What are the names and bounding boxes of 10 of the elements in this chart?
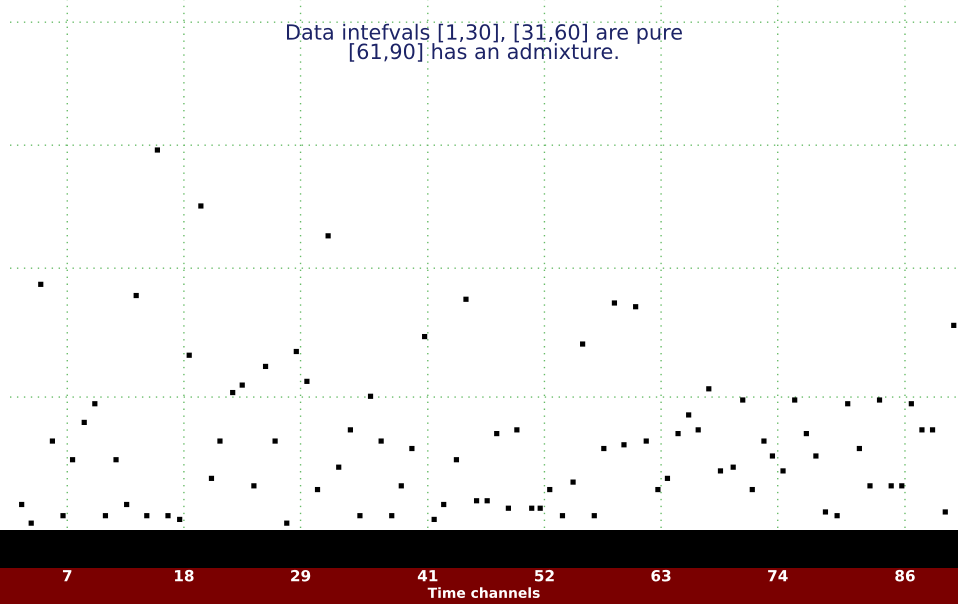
- x-tick-label: 52: [534, 570, 554, 582]
- x-tick-label: 18: [175, 570, 194, 582]
- chart-title: Data intefvals [1,30], [31,60] are pure [61,90] has an admixture.: [287, 24, 682, 62]
- x-tick-label: 41: [418, 570, 438, 582]
- x-tick-label: 63: [651, 570, 670, 582]
- x-tick-label: 74: [768, 570, 788, 582]
- x-axis-title: Time channels: [428, 587, 540, 598]
- x-tick-label: 7: [62, 570, 72, 582]
- x-tick-label: 86: [895, 570, 915, 582]
- x-tick-label: 29: [291, 570, 310, 582]
